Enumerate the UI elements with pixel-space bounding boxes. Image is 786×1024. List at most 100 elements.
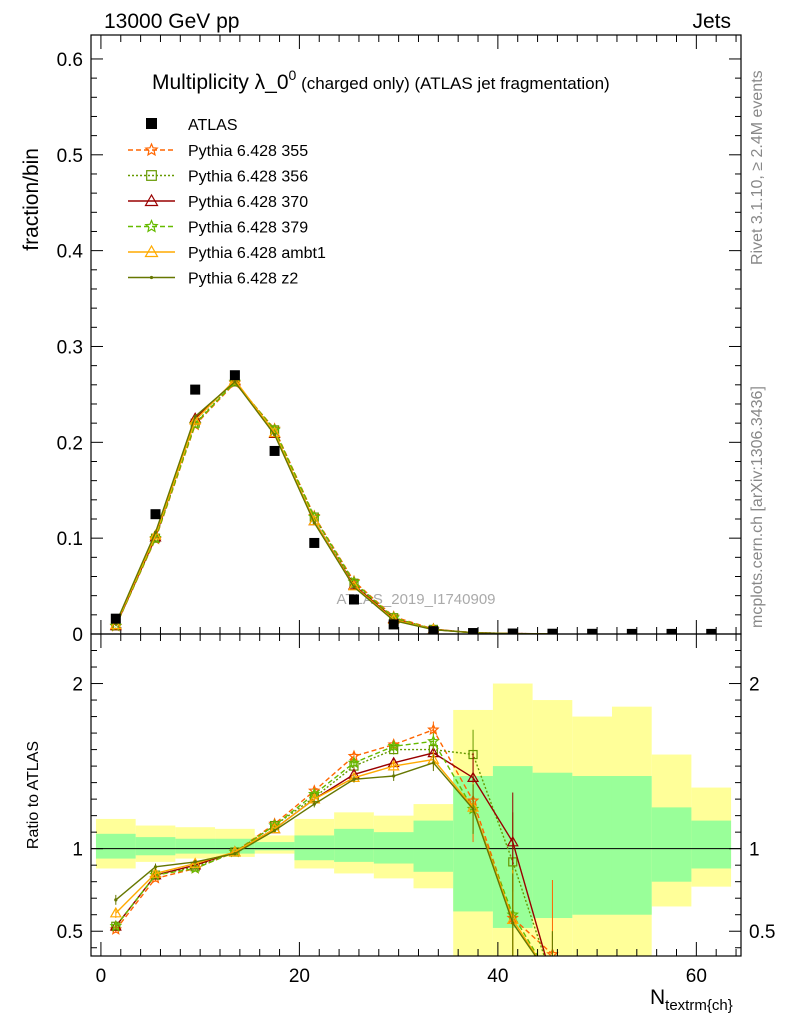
ratio-series-marker [427,723,440,736]
main-ytick-label: 0.3 [57,337,83,358]
ratio-xlabel-main: N [650,986,665,1009]
legend-label: Pythia 6.428 ambt1 [188,245,326,262]
band-green [175,838,216,854]
main-series-marker [149,529,162,540]
main-y-ticks: 0 0.1 0.2 0.3 0.4 0.5 0.6 [57,50,741,646]
legend-marker [144,244,159,258]
main-title-post: (charged only) (ATLAS jet fragmentation) [296,74,609,93]
data-point [626,628,637,634]
header-right: Jets [692,10,731,33]
legend-label: Pythia 6.428 z2 [188,271,298,288]
data-point [110,613,121,624]
legend: ATLAS Pythia 6.428 355 Pythia 6.428 356 Pyt… [128,117,326,288]
ratio-series-line [115,752,547,956]
ratio-ytick-label: 0.5 [57,922,83,943]
data-point [428,626,439,634]
ratio-series-marker [548,976,558,985]
ratio-series-marker [352,777,356,781]
legend-label: Pythia 6.428 379 [188,220,308,237]
ratio-ytick-label: 2 [72,675,83,696]
data-point [348,594,359,605]
ratio-series-line [115,761,537,956]
ratio-xlabel-sub: textrm{ch} [665,997,733,1014]
main-ytick-label: 0.2 [57,433,83,454]
ratio-ytick-label-right: 0.5 [749,922,775,943]
band-green [611,776,652,915]
ratio-series-marker [109,906,122,918]
legend-marker [146,170,157,181]
band-green [413,820,454,872]
ratio-series-marker [511,921,515,925]
ratio-ytick-label: 1 [72,840,83,861]
ratio-ylabel: Ratio to ATLAS [25,741,42,849]
main-ytick-label: 0.4 [57,242,84,263]
data-point [388,619,399,630]
xtick-label: 0 [96,966,107,987]
main-ytick-label: 0.1 [57,529,83,550]
ratio-series-marker [392,774,396,778]
legend-marker [144,218,159,233]
main-data-points [110,370,717,634]
legend-marker-data [146,118,157,129]
main-x-ticks [100,35,737,634]
ratio-series-marker [547,976,557,985]
band-green [651,807,692,882]
main-series-marker [153,530,158,535]
ratio-ytick-label-right: 2 [749,675,760,696]
main-panel: fraction/bin Multiplicity λ_00 (charged … [20,34,742,646]
band-green [95,833,136,859]
ratio-series-marker [109,920,122,931]
band-green [572,776,612,915]
band-green [334,828,374,862]
ratio-y-ticks: 0.5 0.5 1 1 2 2 [57,650,775,949]
main-ytick-label: 0.5 [57,146,83,167]
ratio-series-line [115,748,545,956]
main-series-marker [352,585,356,589]
ratio-xlabel: Ntextrm{ch} [650,986,733,1014]
ratio-series-marker [551,979,554,982]
data-point [666,628,677,634]
band-green [135,837,176,856]
main-title-sup: 0 [289,67,297,83]
ratio-series-marker [467,771,480,783]
band-green [254,842,295,851]
main-series-line [115,380,553,634]
watermark: ATLAS_2019_I1740909 [336,591,495,608]
ratio-series-marker [114,898,118,902]
main-ytick-label: 0.6 [57,50,83,71]
main-series-marker [193,414,197,419]
main-series-marker [312,521,316,525]
main-series-marker [272,433,277,437]
data-point [468,628,479,634]
band-green [691,820,732,869]
ratio-panel: 0.5 0.5 1 1 2 2 0 20 40 60 Ratio to ATLAS Ntextr… [25,633,775,1014]
ratio-series-marker [427,734,440,747]
ratio-frame [90,633,742,957]
xtick-label: 40 [487,966,508,987]
ratio-series-marker [547,976,557,985]
ratio-series-marker [233,852,237,856]
main-ylabel: fraction/bin [20,148,43,251]
main-ytick-label: 0 [72,625,83,646]
data-point [587,628,598,634]
ratio-series-marker [347,756,361,769]
ratio-series-marker [548,977,556,985]
ratio-series-marker [506,835,519,847]
ratio-series-marker [193,860,197,864]
legend-marker [144,142,159,157]
xtick-label: 60 [686,966,707,987]
mcplots-label: mcplots.cern.ch [arXiv:1306.3436] [749,386,766,628]
header-left: 13000 GeV pp [104,10,239,33]
band-green [373,832,414,864]
rivet-label: Rivet 3.1.10, ≥ 2.4M events [749,70,766,265]
legend-label: Pythia 6.428 356 [188,169,308,186]
band-green [294,835,335,861]
legend-marker [149,275,154,280]
main-series-marker [347,579,361,591]
data-point [309,537,320,548]
ratio-series-marker [109,919,123,932]
main-series-line [115,380,553,634]
data-point [190,384,201,395]
main-title: Multiplicity λ_00 (charged only) (ATLAS … [152,67,610,94]
